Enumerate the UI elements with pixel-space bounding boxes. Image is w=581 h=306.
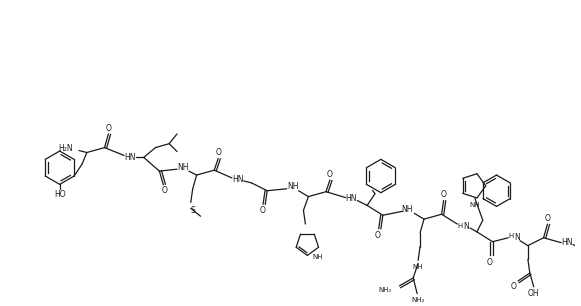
Text: H: H bbox=[458, 223, 463, 229]
Text: O: O bbox=[544, 214, 550, 223]
Text: N: N bbox=[463, 222, 469, 230]
Text: NH: NH bbox=[312, 254, 322, 260]
Text: H₂N: H₂N bbox=[59, 144, 73, 153]
Text: O: O bbox=[106, 125, 112, 133]
Text: NH: NH bbox=[177, 163, 189, 172]
Text: O: O bbox=[162, 186, 167, 195]
Text: NH₂: NH₂ bbox=[411, 297, 425, 303]
Text: O: O bbox=[510, 282, 516, 291]
Text: N: N bbox=[514, 233, 520, 242]
Text: NH: NH bbox=[401, 205, 413, 214]
Text: NH₂: NH₂ bbox=[378, 287, 392, 293]
Text: HN: HN bbox=[561, 238, 573, 247]
Text: OH: OH bbox=[528, 289, 540, 298]
Text: O: O bbox=[327, 170, 333, 179]
Text: NH: NH bbox=[469, 203, 480, 208]
Text: HO: HO bbox=[54, 190, 66, 199]
Text: HN: HN bbox=[232, 175, 243, 185]
Text: NH: NH bbox=[413, 264, 424, 270]
Text: O: O bbox=[487, 258, 493, 267]
Text: HN: HN bbox=[124, 153, 136, 162]
Text: H: H bbox=[508, 233, 514, 239]
Text: S: S bbox=[191, 206, 195, 215]
Text: O: O bbox=[259, 206, 266, 215]
Text: NH: NH bbox=[287, 182, 299, 191]
Text: O: O bbox=[440, 190, 447, 199]
Text: O: O bbox=[375, 231, 381, 240]
Text: O: O bbox=[215, 148, 221, 157]
Text: HN: HN bbox=[346, 194, 357, 203]
